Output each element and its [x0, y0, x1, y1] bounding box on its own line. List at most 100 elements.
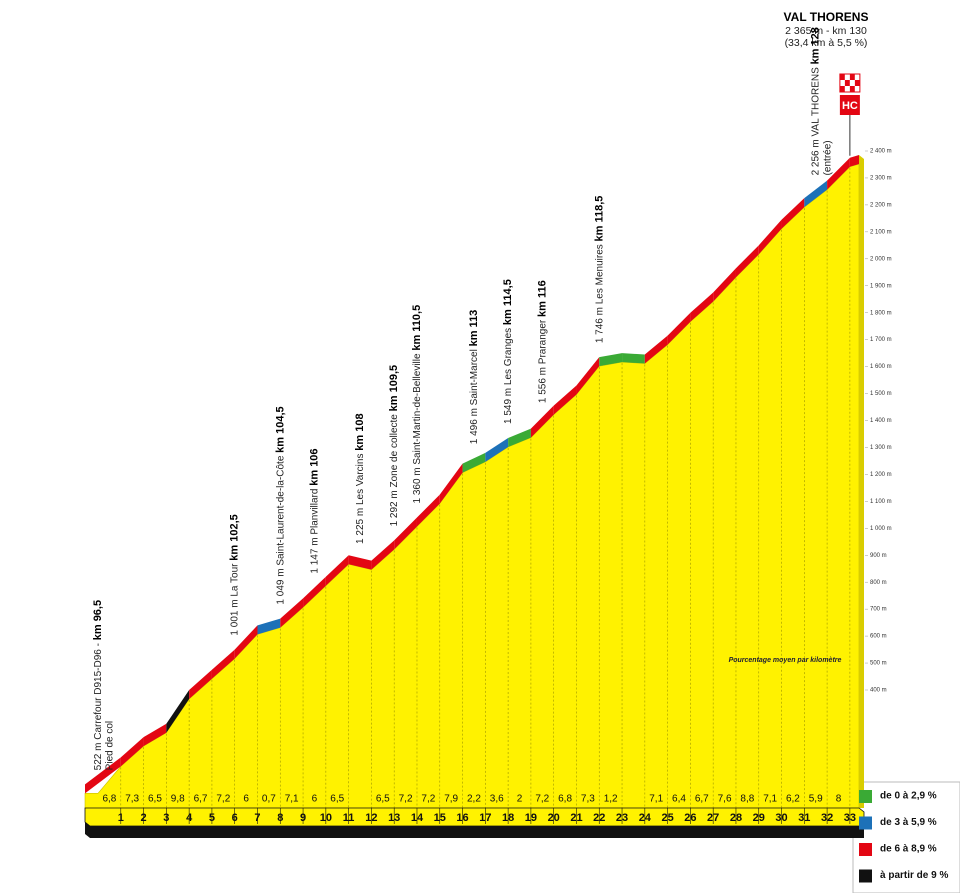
flag-check — [849, 86, 855, 92]
gradient-label: 7,6 — [718, 794, 732, 805]
waypoint-label: 522 m Carrefour D915-D96 - km 96,5 — [92, 600, 104, 770]
waypoint-label: 1 360 m Saint-Martin-de-Belleville km 11… — [411, 305, 423, 504]
gradient-segment — [234, 625, 258, 659]
gradient-segment — [280, 598, 304, 628]
y-tick-label: 1 300 m — [870, 445, 892, 451]
waypoint-label: 1 292 m Zone de collecte km 109,5 — [388, 365, 400, 527]
y-tick-label: 1 100 m — [870, 499, 892, 505]
legend-swatch — [859, 816, 872, 830]
y-tick-label: 400 m — [870, 688, 887, 694]
km-label: 28 — [730, 812, 742, 824]
waypoint-label: 1 549 m Les Granges km 114,5 — [502, 279, 514, 424]
chart-title: VAL THORENS — [784, 10, 869, 24]
gradient-segment — [189, 669, 212, 699]
gradient-segment — [849, 155, 859, 167]
gradient-label: 6,5 — [330, 794, 344, 805]
km-label: 6 — [232, 812, 238, 824]
gradient-label: 7,3 — [581, 794, 595, 805]
y-tick-label: 1 500 m — [870, 391, 892, 397]
waypoint-km: km 118,5 — [593, 196, 605, 242]
waypoint-km: km 114,5 — [502, 279, 514, 325]
km-label: 26 — [684, 812, 696, 824]
flag-check — [854, 74, 860, 80]
y-tick-label: 2 300 m — [870, 176, 892, 182]
profile-side — [859, 155, 864, 809]
gradient-label: 9,8 — [171, 794, 185, 805]
gradient-label: 7,1 — [285, 794, 299, 805]
waypoint-name: 1 746 m Les Menuires — [594, 241, 605, 343]
gradient-segment — [508, 428, 531, 448]
chart-subtitle: (33,4 km à 5,5 %) — [785, 37, 868, 49]
legend-label: de 0 à 2,9 % — [880, 791, 937, 802]
waypoint-name: 1 147 m Planvillard — [309, 486, 320, 574]
legend-label: de 3 à 5,9 % — [880, 817, 937, 828]
flag-check — [839, 74, 845, 80]
gradient-segment — [644, 335, 668, 364]
gradient-note: Pourcentage moyen par kilomètre — [729, 657, 842, 664]
waypoint-note: Pied de col — [105, 721, 116, 770]
gradient-segment — [553, 385, 577, 415]
km-label: 19 — [525, 812, 537, 824]
waypoint-label: 1 496 m Saint-Marcel km 113 — [468, 310, 480, 445]
km-label: 9 — [300, 812, 306, 824]
gradient-label: 7,1 — [763, 794, 777, 805]
km-label: 7 — [254, 812, 260, 824]
y-tick-label: 500 m — [870, 661, 887, 667]
y-tick-label: 1 800 m — [870, 310, 892, 316]
legend-label: de 6 à 8,9 % — [880, 844, 937, 855]
km-label: 25 — [661, 812, 673, 824]
waypoint-name: 522 m Carrefour D915-D96 - — [93, 640, 104, 770]
gradient-segment — [576, 357, 600, 395]
km-label: 5 — [209, 812, 215, 824]
gradient-segment — [735, 245, 759, 278]
gradient-segment — [85, 757, 121, 794]
gradient-label: 6,4 — [672, 794, 686, 805]
gradient-label: 2,2 — [467, 794, 481, 805]
flag-check — [849, 74, 855, 80]
category-label: HC — [842, 100, 858, 112]
km-label: 8 — [277, 812, 283, 824]
waypoint-name: 1 496 m Saint-Marcel — [469, 346, 480, 444]
waypoint-km: km 108 — [354, 413, 366, 450]
km-label: 17 — [479, 812, 491, 824]
km-label: 24 — [639, 812, 652, 824]
waypoint-label: 1 049 m Saint-Laurent-de-la-Côte km 104,… — [274, 406, 286, 604]
km-label: 4 — [186, 812, 193, 824]
y-tick-label: 2 100 m — [870, 229, 892, 235]
gradient-segment — [325, 555, 349, 586]
gradient-segment — [713, 268, 736, 302]
flag-check — [844, 86, 850, 92]
gradient-segment — [485, 438, 509, 462]
legend-swatch — [859, 790, 872, 803]
waypoint-label: 1 001 m La Tour km 102,5 — [229, 514, 241, 635]
legend-swatch — [859, 869, 872, 883]
waypoint-label: 2 256 m VAL THORENS km 128 — [810, 27, 822, 175]
y-tick-label: 2 400 m — [870, 149, 892, 155]
profile-area — [84, 163, 860, 809]
legend-label: à partir de 9 % — [880, 870, 948, 881]
y-tick-label: 1 600 m — [870, 364, 892, 370]
km-strip — [84, 807, 865, 827]
gradient-label: 5,9 — [809, 794, 823, 805]
gradient-label: 6,7 — [194, 794, 208, 805]
gradient-segment — [257, 618, 281, 635]
gradient-label: 6,8 — [102, 794, 116, 805]
km-label: 23 — [616, 812, 628, 824]
gradient-label: 7,2 — [421, 794, 435, 805]
y-tick-label: 700 m — [870, 607, 887, 613]
waypoint-label: 1 225 m Les Varcins km 108 — [354, 413, 366, 544]
gradient-label: 6,2 — [786, 794, 800, 805]
y-tick-label: 800 m — [870, 580, 887, 586]
km-label: 21 — [570, 812, 582, 824]
km-label: 2 — [141, 812, 147, 824]
km-label: 15 — [434, 812, 446, 824]
gradient-label: 7,3 — [125, 794, 139, 805]
km-label: 33 — [844, 812, 856, 824]
waypoint-km: km 96,5 — [92, 600, 104, 640]
y-tick-label: 1 000 m — [870, 526, 892, 532]
gradient-label: 3,6 — [490, 794, 504, 805]
gradient-segment — [371, 540, 395, 570]
y-tick-label: 1 900 m — [870, 283, 892, 289]
waypoint-label: 1 556 m Praranger km 116 — [536, 280, 548, 403]
